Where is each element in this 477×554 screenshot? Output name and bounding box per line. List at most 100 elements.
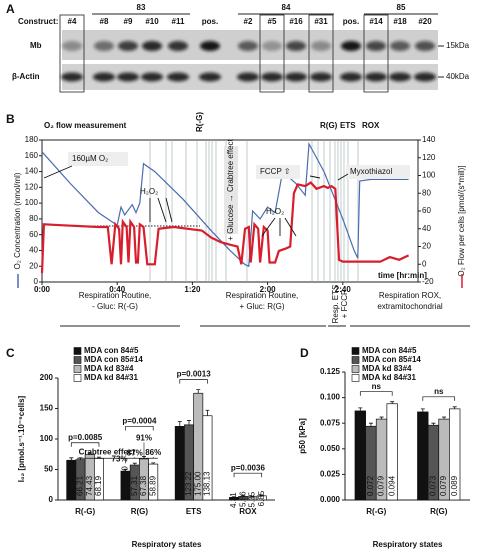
significance-label: p=0.0036 xyxy=(231,463,266,472)
legend-swatch xyxy=(351,374,360,382)
y-tick-label: 100 xyxy=(25,198,39,207)
error-bar xyxy=(132,462,137,466)
band xyxy=(118,41,138,51)
y-tick-label: 180 xyxy=(25,135,39,144)
value-label: 74.43 xyxy=(85,475,94,496)
band xyxy=(61,72,83,82)
value-label: 138.13 xyxy=(203,471,212,496)
group-label: 85 xyxy=(397,3,406,12)
error-bar xyxy=(196,389,201,394)
lane-label: pos. xyxy=(202,17,218,26)
y-tick-label: 60 xyxy=(29,230,38,239)
annotation-box xyxy=(256,165,300,179)
band xyxy=(366,41,386,51)
y2-tick-label: 120 xyxy=(422,153,436,162)
lane-label: #8 xyxy=(100,17,109,26)
error-bar xyxy=(452,406,457,409)
panel-label: D xyxy=(300,346,309,360)
phase-label: - Gluc: R(-G) xyxy=(92,302,138,311)
percent-label: 91% xyxy=(136,434,152,443)
y-tick-label: 20 xyxy=(29,261,38,270)
significance-label: p=0.0085 xyxy=(68,433,103,442)
legend-swatch xyxy=(351,347,360,355)
significance-bracket xyxy=(359,391,393,396)
x-tick-label: 0:00 xyxy=(34,285,51,294)
band xyxy=(311,41,331,51)
error-bar xyxy=(232,496,237,498)
band xyxy=(238,41,258,51)
phase-label: extramitochondrial xyxy=(377,302,443,311)
legend-label: MDA kd 84#31 xyxy=(362,373,417,382)
y-tick-label: 100 xyxy=(40,434,54,443)
band xyxy=(261,72,283,82)
band xyxy=(389,72,411,82)
error-bar xyxy=(431,422,436,426)
band xyxy=(237,72,259,82)
band xyxy=(285,72,307,82)
percent-label: 86% xyxy=(145,448,161,457)
y-tick-label: 140 xyxy=(25,167,39,176)
legend-swatch xyxy=(73,365,82,373)
y-tick-label: 0 xyxy=(34,277,39,286)
error-bar xyxy=(177,421,182,427)
annotation-box xyxy=(346,165,410,179)
y2-tick-label: 140 xyxy=(422,135,436,144)
value-label: 0.087 xyxy=(355,475,364,496)
band xyxy=(390,41,410,51)
y2-tick-label: 100 xyxy=(422,171,436,180)
error-bar xyxy=(205,409,210,416)
x-tick-label: 0:40 xyxy=(109,285,126,294)
y2-tick-label: -20 xyxy=(422,277,434,286)
percent-label: 87% xyxy=(127,448,143,457)
marker-label: 15kDa xyxy=(446,41,470,50)
row-label: Mb xyxy=(30,41,42,50)
annotation-arrow xyxy=(157,197,167,223)
error-bar xyxy=(187,420,192,425)
legend-label: MDA con 84#5 xyxy=(84,346,139,355)
phase-label: Respiration Routine, xyxy=(79,291,151,300)
value-label: 57.31 xyxy=(130,475,139,496)
band xyxy=(62,41,82,51)
x-axis-label: Respiratory states xyxy=(132,540,202,549)
value-label: 0.094 xyxy=(387,475,396,496)
legend-label: MDA con 85#14 xyxy=(362,355,421,364)
value-label: 120.69 xyxy=(175,471,184,496)
x-tick-label: ETS xyxy=(186,507,202,516)
annotation-arrow xyxy=(309,175,321,179)
value-label: 47.30 xyxy=(121,466,130,487)
band xyxy=(167,72,189,82)
y-tick-label: 160 xyxy=(25,151,39,160)
phase-label: Respiration ROX, xyxy=(379,291,441,300)
x-tick-label: 1:20 xyxy=(184,285,201,294)
legend-label: MDA kd 83#4 xyxy=(362,364,412,373)
annotation-arrow xyxy=(261,217,276,237)
value-label: 67.38 xyxy=(139,475,148,496)
lane-box xyxy=(363,14,389,93)
value-label: 5.86 xyxy=(238,491,247,507)
lane-box xyxy=(259,14,285,93)
y2-tick-label: 40 xyxy=(422,224,431,233)
y-tick-label: 0.125 xyxy=(320,367,341,376)
group-label: 84 xyxy=(282,3,291,12)
error-bar xyxy=(390,401,395,404)
legend-swatch xyxy=(73,374,82,382)
x-tick-label: R(-G) xyxy=(366,507,386,516)
band xyxy=(262,41,282,51)
y2-tick-label: 80 xyxy=(422,188,431,197)
error-bar xyxy=(442,416,447,420)
lane-label: #5 xyxy=(268,17,277,26)
value-label: 0.086 xyxy=(418,475,427,496)
x-axis-label: Respiratory states xyxy=(373,540,443,549)
error-bar xyxy=(420,408,425,412)
annotation: H₂O₂ xyxy=(140,187,158,196)
state-label: R(G) xyxy=(320,121,338,130)
significance-bracket xyxy=(233,472,263,478)
band xyxy=(340,72,362,82)
y2-tick-label: 20 xyxy=(422,242,431,251)
x-tick-label: R(-G) xyxy=(75,507,95,516)
y2-tick-label: 60 xyxy=(422,206,431,215)
error-bar xyxy=(87,452,92,455)
band xyxy=(142,41,162,51)
value-label: 6.85 xyxy=(257,490,266,506)
